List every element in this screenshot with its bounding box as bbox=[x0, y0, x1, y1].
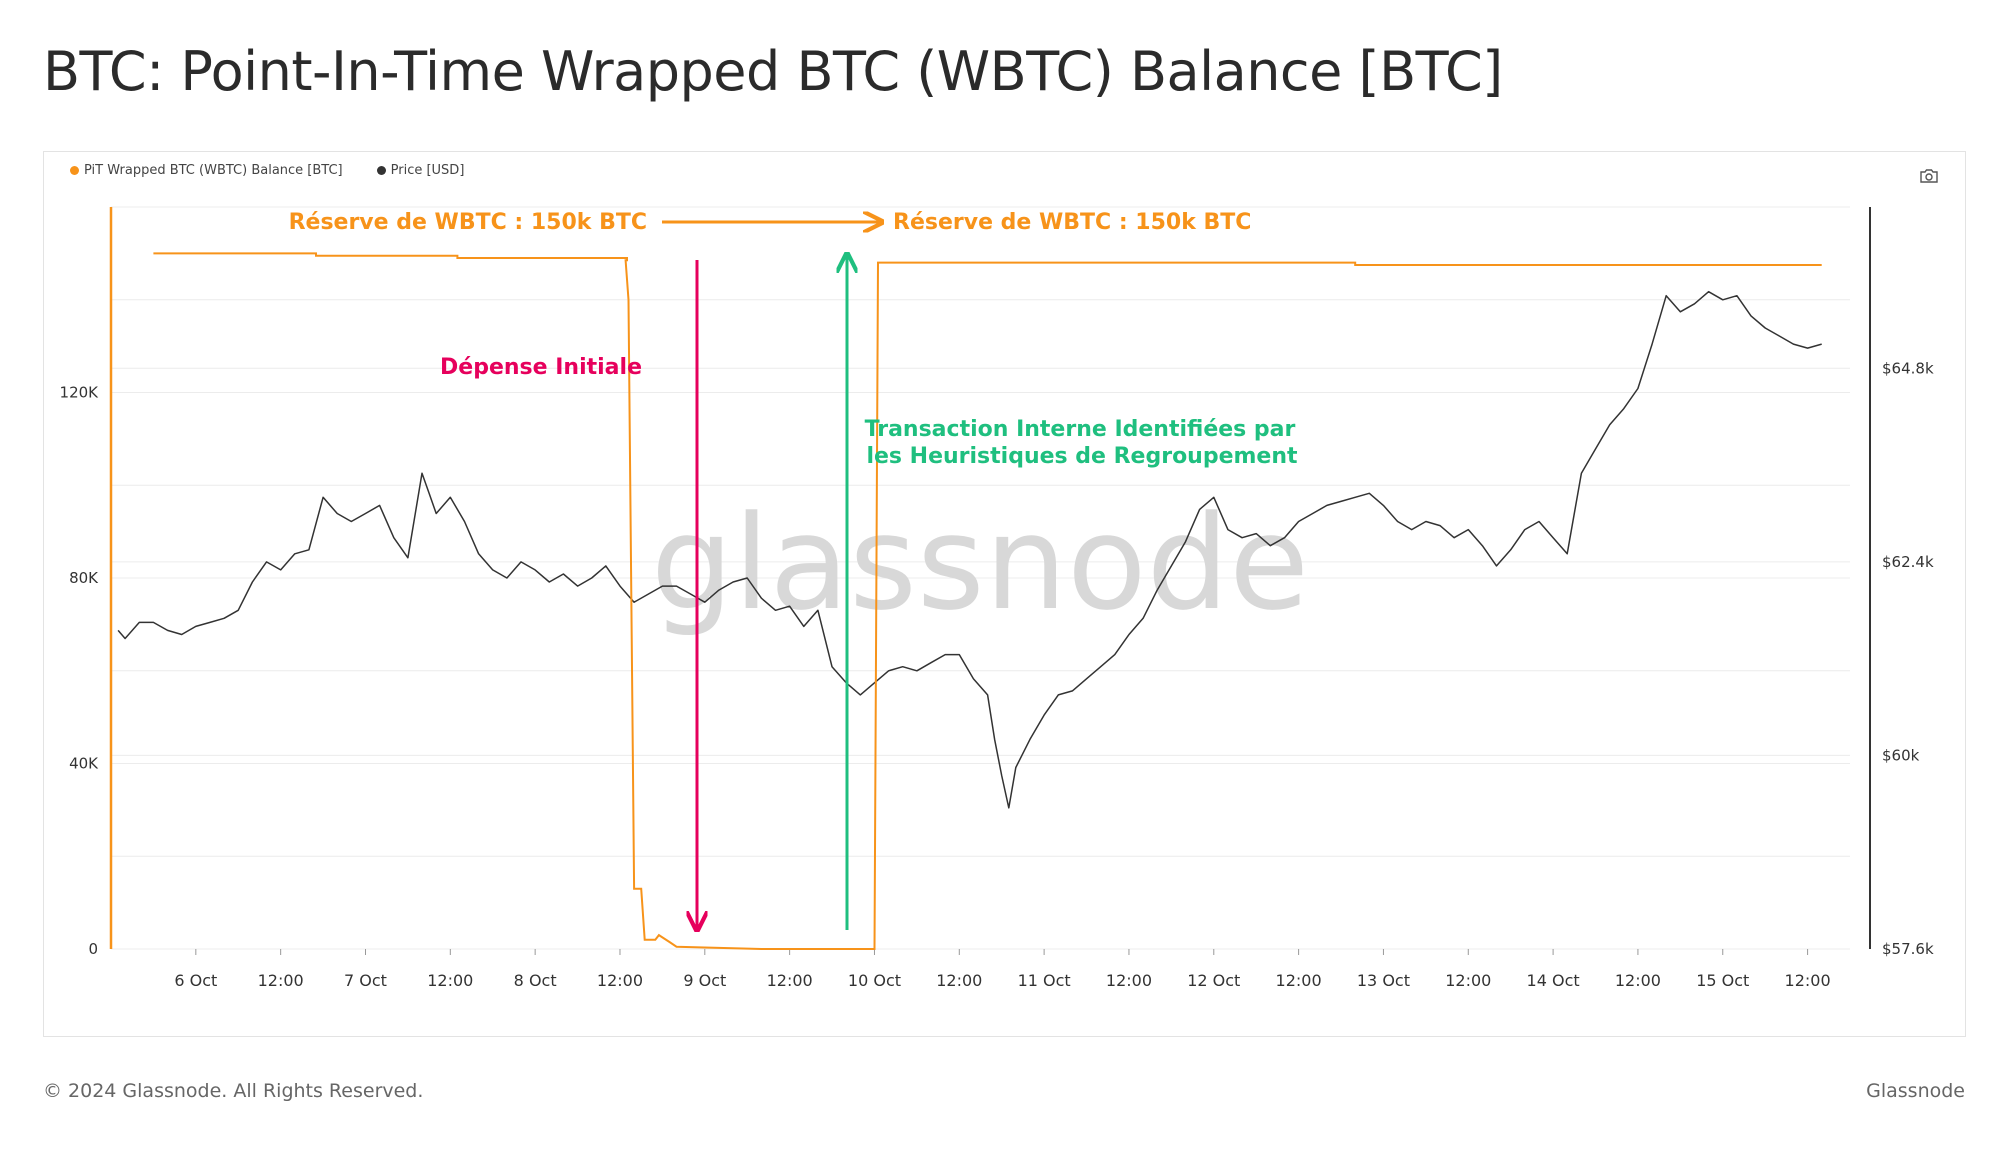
page-title: BTC: Point-In-Time Wrapped BTC (WBTC) Ba… bbox=[43, 40, 1503, 103]
y-left-tick-label: 120K bbox=[60, 384, 100, 402]
x-tick-label: 13 Oct bbox=[1357, 971, 1410, 990]
legend-item-price[interactable]: Price [USD] bbox=[376, 163, 465, 178]
chart-legend: PiT Wrapped BTC (WBTC) Balance [BTC] Pri… bbox=[70, 163, 464, 178]
x-tick-label: 12:00 bbox=[427, 971, 473, 990]
x-tick-label: 12:00 bbox=[1785, 971, 1831, 990]
x-tick-label: 6 Oct bbox=[174, 971, 217, 990]
x-tick-label: 12:00 bbox=[1445, 971, 1491, 990]
legend-dot-price bbox=[376, 166, 386, 175]
x-tick-label: 14 Oct bbox=[1527, 971, 1580, 990]
x-tick-label: 9 Oct bbox=[683, 971, 726, 990]
legend-label-price: Price [USD] bbox=[390, 163, 465, 178]
y-left-tick-label: 0 bbox=[88, 940, 98, 958]
watermark: glassnode bbox=[651, 487, 1309, 639]
x-tick-labels: 6 Oct 12:00 7 Oct 12:00 8 Oct 12:00 9 Oct 12:00… bbox=[174, 949, 1831, 990]
annotation-reserve-left: Réserve de WBTC : 150k BTC bbox=[289, 210, 647, 235]
y-left-tick-label: 80K bbox=[69, 569, 99, 587]
y-right-tick-label: $64.8k bbox=[1882, 359, 1934, 377]
y-left-tick-labels: 0 40K 80K 120K bbox=[60, 384, 100, 959]
x-tick-label: 8 Oct bbox=[514, 971, 557, 990]
x-tick-label: 12:00 bbox=[936, 971, 982, 990]
x-tick-label: 15 Oct bbox=[1696, 971, 1749, 990]
series-line-price bbox=[117, 290, 1822, 809]
legend-item-balance[interactable]: PiT Wrapped BTC (WBTC) Balance [BTC] bbox=[70, 163, 343, 178]
legend-dot-balance bbox=[70, 166, 79, 175]
x-tick-label: 12:00 bbox=[1106, 971, 1152, 990]
x-tick-label: 7 Oct bbox=[344, 971, 387, 990]
x-tick-label: 12 Oct bbox=[1187, 971, 1240, 990]
annotation-internal-tx-line1: Transaction Interne Identifiées par bbox=[865, 417, 1296, 442]
annotation-initial-spend: Dépense Initiale bbox=[440, 355, 642, 380]
y-right-tick-label: $60k bbox=[1882, 746, 1920, 764]
series-line-wbtc-balance bbox=[153, 252, 1822, 950]
y-right-tick-label: $57.6k bbox=[1882, 940, 1934, 958]
annotation-internal-tx-line2: les Heuristiques de Regroupement bbox=[866, 444, 1298, 469]
camera-icon[interactable] bbox=[1919, 168, 1939, 184]
x-tick-label: 12:00 bbox=[767, 971, 813, 990]
x-tick-label: 12:00 bbox=[1276, 971, 1322, 990]
x-tick-label: 12:00 bbox=[597, 971, 643, 990]
y-right-tick-label: $62.4k bbox=[1882, 553, 1934, 571]
y-left-tick-label: 40K bbox=[69, 755, 99, 773]
y-right-tick-labels: $57.6k $60k $62.4k $64.8k bbox=[1882, 359, 1934, 958]
annotation-reserve-right: Réserve de WBTC : 150k BTC bbox=[893, 210, 1251, 235]
legend-label-balance: PiT Wrapped BTC (WBTC) Balance [BTC] bbox=[84, 163, 343, 178]
grid-lines bbox=[111, 206, 1850, 950]
chart-panel bbox=[43, 151, 1966, 1037]
x-tick-label: 11 Oct bbox=[1018, 971, 1071, 990]
x-tick-label: 12:00 bbox=[1615, 971, 1661, 990]
x-tick-label: 10 Oct bbox=[848, 971, 901, 990]
footer-copyright: © 2024 Glassnode. All Rights Reserved. bbox=[43, 1080, 424, 1102]
x-tick-label: 12:00 bbox=[258, 971, 304, 990]
footer-brand: Glassnode bbox=[1866, 1080, 1965, 1102]
